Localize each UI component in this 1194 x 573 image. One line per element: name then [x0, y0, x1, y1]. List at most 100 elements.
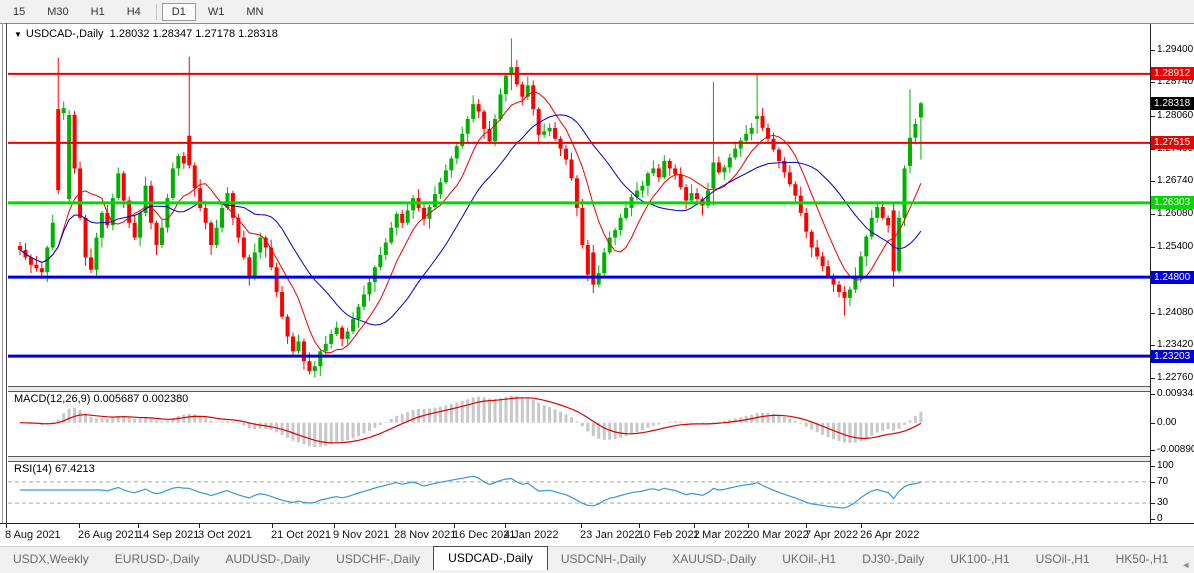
price-tick-label: 1.25400: [1157, 241, 1194, 253]
scale-tick-mark: [1151, 422, 1155, 424]
symbol-tab-uk100-h1[interactable]: UK100-,H1: [950, 552, 1010, 566]
price-tick-label: 1.29400: [1157, 43, 1194, 55]
scale-tick-mark: [1151, 82, 1155, 84]
macd-label: MACD(12,26,9): [14, 393, 91, 405]
symbol-tab-bar: USDX,Weekly EURUSD-,Daily AUDUSD-,Daily USD…: [0, 546, 1194, 570]
scale-tick-mark: [1151, 312, 1155, 314]
symbol-tab-audusd-daily[interactable]: AUDUSD-,Daily: [225, 552, 311, 566]
main-price-pane[interactable]: [8, 24, 1150, 386]
date-label: 14 Sep 2021: [137, 529, 200, 541]
symbol-tab-usoil-h1[interactable]: USOil-,H1: [1035, 552, 1090, 566]
symbol-tab-dj30-daily[interactable]: DJ30-,Daily: [862, 552, 925, 566]
timeframe-button-h4[interactable]: H4: [126, 5, 141, 18]
macd-values: 0.005687 0.002380: [93, 393, 189, 405]
timeframe-button-h1[interactable]: H1: [90, 5, 105, 18]
date-label: 7 Apr 2022: [805, 529, 859, 541]
plot-area[interactable]: ▼ USDCAD-,Daily 1.28032 1.28347 1.27178 1…: [8, 24, 1150, 545]
timeframe-button-d1[interactable]: D1: [161, 2, 196, 21]
date-tick-mark: [199, 524, 200, 528]
price-level-badge: 1.24800: [1151, 270, 1194, 284]
macd-title: MACD(12,26,9) 0.005687 0.002380: [14, 393, 188, 405]
symbol-tab-usdcnh-daily[interactable]: USDCNH-,Daily: [560, 552, 647, 566]
price-scale[interactable]: 1.294001.287401.280601.274001.267401.260…: [1151, 24, 1194, 524]
date-tick-mark: [454, 524, 455, 528]
date-label: 26 Aug 2021: [78, 529, 140, 541]
price-tick-label: 1.22760: [1157, 371, 1194, 383]
timeframe-button-m30[interactable]: M30: [47, 5, 69, 18]
symbol-tab-hk50-h1[interactable]: HK50-,H1: [1115, 552, 1169, 566]
date-tick-mark: [79, 524, 80, 528]
chart-window: ▼ USDCAD-,Daily 1.28032 1.28347 1.27178 1…: [0, 23, 1194, 546]
date-tick-mark: [138, 524, 139, 528]
timeframe-button-mn[interactable]: MN: [246, 5, 264, 18]
scale-tick-mark: [1151, 503, 1155, 505]
macd-tick-label: 0.009345: [1157, 388, 1194, 399]
scale-tick-mark: [1151, 466, 1155, 467]
price-level-badge: 1.28912: [1151, 67, 1194, 81]
rsi-tick-label: 0: [1157, 513, 1163, 524]
date-label: 21 Oct 2021: [271, 529, 331, 541]
scale-tick-mark: [1151, 345, 1155, 347]
symbol-dropdown-icon[interactable]: ▼: [14, 30, 22, 39]
price-level-badge: 1.26303: [1151, 196, 1194, 210]
scale-tick-mark: [1151, 450, 1155, 452]
price-tick-label: 1.24080: [1157, 306, 1194, 318]
macd-pane[interactable]: [8, 390, 1150, 456]
toolbar-separator: [155, 3, 157, 20]
pane-splitter-rsi[interactable]: [8, 456, 1150, 462]
pane-splitter-macd[interactable]: [8, 386, 1150, 392]
chart-title: ▼ USDCAD-,Daily 1.28032 1.28347 1.27178 1…: [14, 28, 278, 40]
chart-title-ohlc: 1.28032 1.28347 1.27178 1.28318: [109, 28, 278, 40]
price-tick-label: 1.26080: [1157, 207, 1194, 219]
rsi-pane[interactable]: [8, 460, 1150, 523]
symbol-tab-xauusd-daily[interactable]: XAUUSD-,Daily: [672, 552, 757, 566]
chart-window-top-border: [0, 23, 1194, 24]
price-level-badge: 1.27515: [1151, 136, 1194, 150]
date-tick-mark: [694, 524, 695, 528]
date-label: 16 Dec 2021: [453, 529, 516, 541]
rsi-tick-label: 100: [1157, 460, 1174, 471]
scale-tick-mark: [1151, 181, 1155, 183]
date-axis[interactable]: 8 Aug 2021 26 Aug 2021 14 Sep 2021 3 Oct 20…: [0, 524, 1194, 545]
date-tick-mark: [861, 524, 862, 528]
symbol-tab-ukoil-h1[interactable]: UKOil-,H1: [782, 552, 837, 566]
scale-tick-mark: [1151, 247, 1155, 249]
scale-tick-mark: [1151, 377, 1155, 379]
symbol-tab-usdchf-daily[interactable]: USDCHF-,Daily: [336, 552, 421, 566]
date-tick-mark: [505, 524, 506, 528]
date-label: 23 Jan 2022: [580, 529, 641, 541]
symbol-tab-eurusd-daily[interactable]: EURUSD-,Daily: [114, 552, 200, 566]
date-tick-mark: [806, 524, 807, 528]
date-tick-mark: [639, 524, 640, 528]
date-label: 26 Apr 2022: [860, 529, 920, 541]
rsi-tick-label: 30: [1157, 497, 1169, 509]
date-axis-border: [0, 523, 1194, 524]
scale-tick-mark: [1151, 519, 1155, 520]
symbol-tab-usdx-weekly[interactable]: USDX,Weekly: [13, 552, 89, 566]
chart-window-left-border-outer: [2, 23, 3, 523]
price-tick-label: 1.26740: [1157, 175, 1194, 187]
scale-tick-mark: [1151, 115, 1155, 117]
date-label: 9 Nov 2021: [333, 529, 390, 541]
date-label: 10 Feb 2022: [638, 529, 700, 541]
date-tick-mark: [334, 524, 335, 528]
rsi-title: RSI(14) 67.4213: [14, 463, 95, 475]
date-label: 8 Aug 2021: [5, 529, 61, 541]
price-tick-label: 1.28740: [1157, 76, 1194, 88]
scale-tick-mark: [1151, 49, 1155, 51]
date-label: 3 Oct 2021: [198, 529, 252, 541]
rsi-label: RSI(14): [14, 463, 52, 475]
timeframe-button-15[interactable]: 15: [13, 5, 26, 18]
macd-tick-label: -0.008902: [1157, 444, 1194, 456]
date-label: 20 Mar 2022: [747, 529, 809, 541]
tab-scroll-arrows: ◄►: [1181, 560, 1194, 570]
symbol-tab-usdcad-daily[interactable]: USDCAD-,Daily: [433, 546, 548, 570]
current-price-badge: 1.28318: [1151, 96, 1194, 110]
timeframe-button-w1[interactable]: W1: [207, 5, 225, 18]
price-level-badge: 1.23203: [1151, 349, 1194, 363]
scale-tick-mark: [1151, 394, 1155, 395]
tab-scroll-left-icon[interactable]: ◄: [1181, 560, 1191, 570]
scale-tick-mark: [1151, 213, 1155, 215]
rsi-value: 67.4213: [54, 463, 95, 475]
